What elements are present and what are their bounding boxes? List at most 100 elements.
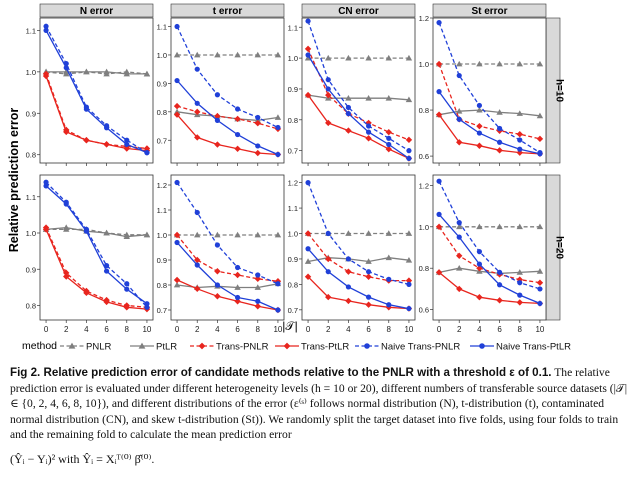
point-ptlr	[254, 284, 261, 290]
x-tick-label: 10	[535, 325, 544, 334]
point-naive-trans-pnlr	[305, 18, 311, 24]
point-naive-trans-ptlr	[436, 211, 442, 217]
point-naive-trans-pnlr	[386, 135, 392, 141]
point-naive-trans-pnlr	[174, 179, 180, 186]
point-pnlr	[365, 54, 372, 61]
x-tick-label: 6	[497, 325, 502, 334]
legend: method PNLR PtLR Trans-PNLR Trans-PtLR Naive…	[22, 340, 571, 353]
legend-item-trans-pnlr: Trans-PNLR	[190, 342, 269, 353]
legend-item-ptlr: PtLR	[130, 342, 177, 353]
row-title-h-20: h=20	[554, 236, 565, 260]
point-pnlr	[254, 51, 261, 58]
point-pnlr	[304, 54, 312, 61]
point-trans-ptlr	[173, 111, 181, 118]
point-naive-trans-ptlr	[144, 301, 150, 307]
point-naive-trans-pnlr	[194, 66, 200, 72]
y-tick-label: 1.1	[288, 204, 298, 213]
series-line-trans-ptlr	[438, 271, 540, 305]
point-pnlr	[274, 231, 282, 238]
column-strip-n-error	[39, 3, 154, 18]
point-trans-pnlr	[234, 115, 241, 123]
point-naive-trans-pnlr	[325, 230, 331, 237]
point-trans-ptlr	[345, 297, 352, 305]
series-line-trans-pnlr	[176, 105, 279, 130]
x-tick-label: 6	[235, 325, 240, 334]
point-trans-ptlr	[194, 134, 201, 141]
point-ptlr	[516, 110, 523, 116]
y-tick-label: 0.8	[26, 151, 36, 160]
point-naive-trans-ptlr	[406, 305, 412, 312]
point-naive-trans-pnlr	[214, 92, 221, 98]
point-trans-pnlr	[435, 60, 443, 68]
point-trans-pnlr	[194, 108, 201, 116]
point-ptlr	[123, 233, 130, 240]
point-pnlr	[496, 223, 503, 230]
point-naive-trans-pnlr	[386, 276, 392, 282]
point-trans-ptlr	[42, 72, 50, 80]
point-ptlr	[536, 112, 544, 119]
point-trans-ptlr	[254, 149, 261, 157]
legend-items: PNLR PtLR Trans-PNLR Trans-PtLR Naive Trans-…	[60, 342, 571, 353]
point-trans-pnlr	[476, 122, 483, 130]
legend-marker	[479, 343, 485, 349]
figure-caption: Fig 2. Relative prediction error of cand…	[10, 365, 632, 443]
point-pnlr	[456, 223, 463, 230]
y-tick-label: 0.8	[419, 106, 429, 115]
point-trans-ptlr	[63, 273, 70, 280]
panel-h-10-st-error: 0.6 0.8 1.0 1.2	[419, 14, 547, 166]
point-trans-ptlr	[435, 269, 443, 276]
point-naive-trans-ptlr	[436, 89, 442, 95]
series-line-trans-pnlr	[176, 234, 278, 282]
point-ptlr	[496, 109, 503, 115]
facet-strips: N error t error CN error St error h=10 h=20	[39, 3, 565, 321]
point-trans-ptlr	[214, 293, 221, 300]
point-naive-trans-ptlr	[517, 146, 523, 152]
point-naive-trans-ptlr	[325, 269, 331, 275]
series-line-ptlr	[438, 267, 540, 275]
x-tick-label: 8	[518, 325, 523, 334]
caption-formula: (Ŷᵢ − Yᵢ)² with Ŷᵢ = Xᵢᵀ⁽⁰⁾ β̂⁽⁰⁾.	[10, 452, 155, 466]
point-trans-ptlr	[365, 135, 372, 142]
point-ptlr	[123, 70, 130, 77]
y-tick-label: 1.1	[26, 26, 36, 35]
point-naive-trans-ptlr	[194, 100, 200, 106]
y-tick-label: 1.1	[26, 193, 36, 202]
panel-h-20-st-error: 0.6 0.8 1.0 1.2 0 2 4 6 8 10	[419, 174, 547, 334]
point-naive-trans-ptlr	[305, 52, 311, 58]
y-tick-label: 0.9	[26, 109, 36, 118]
series-line-naive-trans-ptlr	[45, 185, 148, 305]
point-pnlr	[365, 230, 372, 236]
point-naive-trans-ptlr	[63, 65, 69, 71]
column-strip-cn-error	[301, 3, 416, 18]
series-line-naive-trans-ptlr	[438, 91, 541, 155]
point-naive-trans-pnlr	[436, 178, 442, 184]
point-trans-pnlr	[516, 131, 523, 138]
y-tick-label: 0.8	[288, 116, 298, 125]
point-trans-pnlr	[325, 255, 332, 263]
legend-item-naive-trans-pnlr: Naive Trans-PNLR	[355, 342, 460, 353]
point-trans-ptlr	[435, 111, 443, 118]
y-tick-label: 0.9	[288, 85, 298, 94]
x-tick-label: 0	[44, 325, 49, 334]
point-pnlr	[456, 60, 463, 67]
point-trans-ptlr	[365, 301, 372, 308]
point-naive-trans-ptlr	[386, 302, 392, 308]
legend-marker	[138, 342, 146, 349]
point-trans-ptlr	[304, 273, 312, 280]
y-tick-label: 1.0	[419, 60, 429, 69]
series-line-naive-trans-pnlr	[307, 20, 410, 152]
y-tick-label: 1.2	[419, 181, 429, 190]
y-tick-label: 1.0	[26, 229, 36, 238]
y-tick-label: 0.8	[157, 108, 167, 117]
panel-frame	[39, 17, 154, 164]
series-line-naive-trans-ptlr	[176, 80, 279, 156]
y-tick-label: 1.0	[288, 54, 298, 63]
y-tick-label: 1.0	[157, 231, 167, 240]
point-trans-pnlr	[304, 45, 312, 53]
point-naive-trans-pnlr	[103, 263, 110, 269]
series-line-trans-pnlr	[307, 233, 409, 282]
caption-body: The relative prediction error is evaluat…	[10, 366, 628, 441]
point-naive-trans-ptlr	[43, 27, 49, 34]
point-trans-ptlr	[456, 139, 463, 146]
point-pnlr	[536, 223, 544, 230]
